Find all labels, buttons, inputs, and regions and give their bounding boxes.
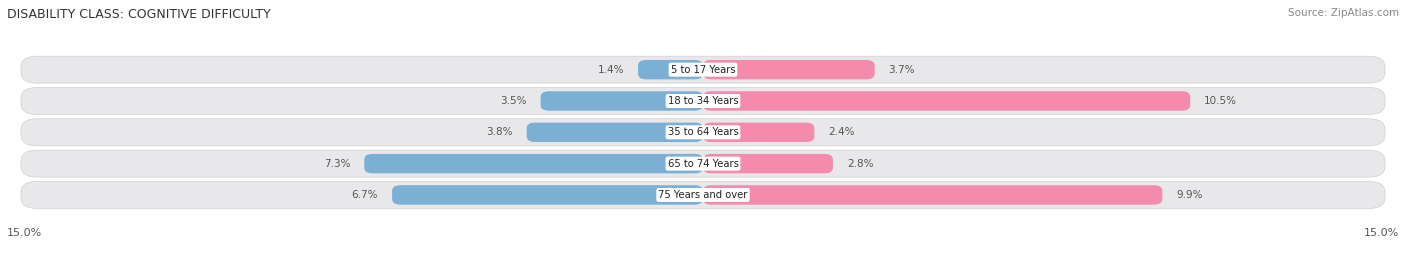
- Text: 7.3%: 7.3%: [323, 158, 350, 169]
- FancyBboxPatch shape: [364, 154, 703, 173]
- Text: 2.8%: 2.8%: [846, 158, 873, 169]
- FancyBboxPatch shape: [638, 60, 703, 79]
- Text: 75 Years and over: 75 Years and over: [658, 190, 748, 200]
- FancyBboxPatch shape: [703, 91, 1191, 111]
- FancyBboxPatch shape: [703, 185, 1163, 205]
- FancyBboxPatch shape: [21, 150, 1385, 177]
- Text: 3.7%: 3.7%: [889, 65, 915, 75]
- FancyBboxPatch shape: [21, 119, 1385, 146]
- Text: 65 to 74 Years: 65 to 74 Years: [668, 158, 738, 169]
- Text: DISABILITY CLASS: COGNITIVE DIFFICULTY: DISABILITY CLASS: COGNITIVE DIFFICULTY: [7, 8, 271, 21]
- Text: 35 to 64 Years: 35 to 64 Years: [668, 127, 738, 137]
- Text: 9.9%: 9.9%: [1177, 190, 1202, 200]
- FancyBboxPatch shape: [540, 91, 703, 111]
- Text: 15.0%: 15.0%: [7, 228, 42, 238]
- Text: 15.0%: 15.0%: [1364, 228, 1399, 238]
- FancyBboxPatch shape: [703, 60, 875, 79]
- Text: 1.4%: 1.4%: [598, 65, 624, 75]
- Text: 18 to 34 Years: 18 to 34 Years: [668, 96, 738, 106]
- Text: 3.8%: 3.8%: [486, 127, 513, 137]
- FancyBboxPatch shape: [21, 56, 1385, 83]
- Text: 2.4%: 2.4%: [828, 127, 855, 137]
- FancyBboxPatch shape: [703, 154, 832, 173]
- Text: 3.5%: 3.5%: [501, 96, 527, 106]
- FancyBboxPatch shape: [392, 185, 703, 205]
- FancyBboxPatch shape: [527, 123, 703, 142]
- FancyBboxPatch shape: [21, 87, 1385, 114]
- Text: 10.5%: 10.5%: [1204, 96, 1237, 106]
- Text: Source: ZipAtlas.com: Source: ZipAtlas.com: [1288, 8, 1399, 18]
- Text: 5 to 17 Years: 5 to 17 Years: [671, 65, 735, 75]
- Text: 6.7%: 6.7%: [352, 190, 378, 200]
- FancyBboxPatch shape: [21, 181, 1385, 208]
- FancyBboxPatch shape: [703, 123, 814, 142]
